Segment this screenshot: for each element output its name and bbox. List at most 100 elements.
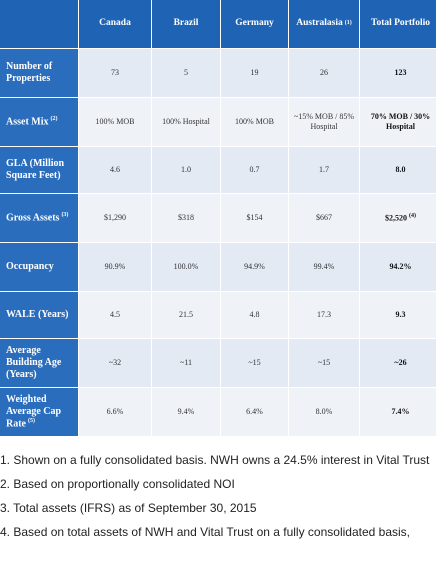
table-cell: 9.3 [360, 292, 436, 338]
table-cell: $2,520 (4) [360, 194, 436, 242]
column-header: Brazil [152, 0, 220, 48]
cell-value: ~15 [248, 358, 261, 368]
table-cell: 21.5 [152, 292, 220, 338]
table-cell: 26 [289, 49, 359, 97]
cell-value: 100% MOB [95, 117, 135, 127]
cell-value: 0.7 [249, 165, 260, 175]
cell-value: 100% Hospital [162, 117, 210, 127]
cell-value: 6.6% [106, 407, 124, 417]
table-cell: 100% Hospital [152, 98, 220, 146]
column-header: Australasia (1) [289, 0, 359, 48]
table-cell: 100% MOB [79, 98, 151, 146]
cell-value: 9.3 [395, 310, 406, 320]
cell-value: 70% MOB / 30% Hospital [370, 112, 431, 131]
cell-value: 19 [250, 68, 259, 78]
table-cell: $1,290 [79, 194, 151, 242]
cell-value: 99.4% [313, 262, 335, 272]
footnote: 1. Shown on a fully consolidated basis. … [0, 453, 430, 467]
column-label: Canada [99, 18, 131, 29]
row-label-text: Occupancy [6, 261, 54, 272]
table-cell: 90.9% [79, 243, 151, 291]
table-cell: 5 [152, 49, 220, 97]
table-cell: 99.4% [289, 243, 359, 291]
column-header: Total Portfolio [360, 0, 436, 48]
table-cell: 1.0 [152, 147, 220, 193]
row-label-text: GLA (Million Square Feet) [6, 158, 65, 181]
table-cell: 9.4% [152, 388, 220, 436]
table-cell: ~26 [360, 339, 436, 387]
cell-value: 4.8 [249, 310, 260, 320]
cell-value: 26 [320, 68, 328, 78]
cell-value: 94.2% [389, 262, 412, 272]
cell-value: 100% MOB [235, 117, 274, 127]
cell-value: 1.0 [181, 165, 191, 175]
footnote: 4. Based on total assets of NWH and Vita… [0, 525, 410, 539]
column-label: Total Portfolio [370, 18, 431, 29]
cell-note: (4) [409, 212, 416, 219]
column-header: Germany [221, 0, 288, 48]
footnote: 2. Based on proportionally consolidated … [0, 477, 235, 491]
row-label: Asset Mix (2) [0, 98, 78, 146]
row-label: WALE (Years) [0, 292, 78, 338]
table-cell: 8.0 [360, 147, 436, 193]
table-cell: 7.4% [360, 388, 436, 436]
table-cell: $154 [221, 194, 288, 242]
row-label: Number of Properties [0, 49, 78, 97]
cell-value: $154 [246, 213, 263, 223]
table-cell: ~11 [152, 339, 220, 387]
cell-value: 1.7 [319, 165, 329, 175]
row-label: Gross Assets (3) [0, 194, 78, 242]
row-label-text: WALE (Years) [6, 309, 69, 320]
cell-value: 4.6 [110, 165, 120, 175]
table-cell: 123 [360, 49, 436, 97]
table-cell: 4.5 [79, 292, 151, 338]
table-cell: 6.4% [221, 388, 288, 436]
cell-value: 7.4% [391, 407, 410, 417]
table-cell: 1.7 [289, 147, 359, 193]
table-cell: 94.2% [360, 243, 436, 291]
table-cell: $318 [152, 194, 220, 242]
cell-value: ~32 [108, 358, 122, 368]
row-label: GLA (Million Square Feet) [0, 147, 78, 193]
cell-value: 4.5 [110, 310, 120, 320]
row-label: Average Building Age (Years) [0, 339, 78, 387]
cell-value: 8.0 [395, 165, 406, 175]
table-cell: $667 [289, 194, 359, 242]
row-note: (3) [61, 211, 69, 218]
table-cell: 0.7 [221, 147, 288, 193]
table-cell: 4.8 [221, 292, 288, 338]
table-cell: 6.6% [79, 388, 151, 436]
row-label-text: Asset Mix (2) [6, 115, 58, 128]
cell-value: 6.4% [246, 407, 263, 417]
footnotes: 1. Shown on a fully consolidated basis. … [0, 448, 432, 544]
cell-value: $1,290 [104, 213, 126, 223]
footnote: 3. Total assets (IFRS) as of September 3… [0, 501, 257, 515]
table-cell: 19 [221, 49, 288, 97]
table-cell: ~32 [79, 339, 151, 387]
corner-cell [0, 0, 78, 48]
cell-value: 17.3 [317, 310, 331, 320]
cell-value: ~15 [317, 358, 331, 368]
row-note: (5) [28, 417, 35, 424]
table-cell: ~15 [221, 339, 288, 387]
row-label: Weighted Average Cap Rate (5) [0, 388, 78, 436]
cell-value: $318 [178, 213, 194, 223]
cell-value: $2,520 (4) [385, 212, 416, 223]
cell-value: 73 [111, 68, 119, 78]
table-cell: ~15 [289, 339, 359, 387]
cell-value: $667 [316, 213, 332, 223]
table-cell: 8.0% [289, 388, 359, 436]
row-label-text: Average Building Age (Years) [6, 345, 62, 380]
table-cell: 94.9% [221, 243, 288, 291]
cell-value: ~15% MOB / 85% Hospital [293, 112, 355, 131]
row-note: (2) [50, 115, 58, 122]
portfolio-table: Canada Brazil Germany Australasia (1) Total P… [0, 0, 436, 436]
column-label: Germany [235, 18, 274, 29]
column-header: Canada [79, 0, 151, 48]
column-label: Brazil [173, 18, 199, 29]
cell-value: 8.0% [315, 407, 333, 417]
cell-value: 100.0% [173, 262, 199, 272]
cell-value: 90.9% [104, 262, 126, 272]
row-label-text: Number of Properties [6, 61, 53, 84]
